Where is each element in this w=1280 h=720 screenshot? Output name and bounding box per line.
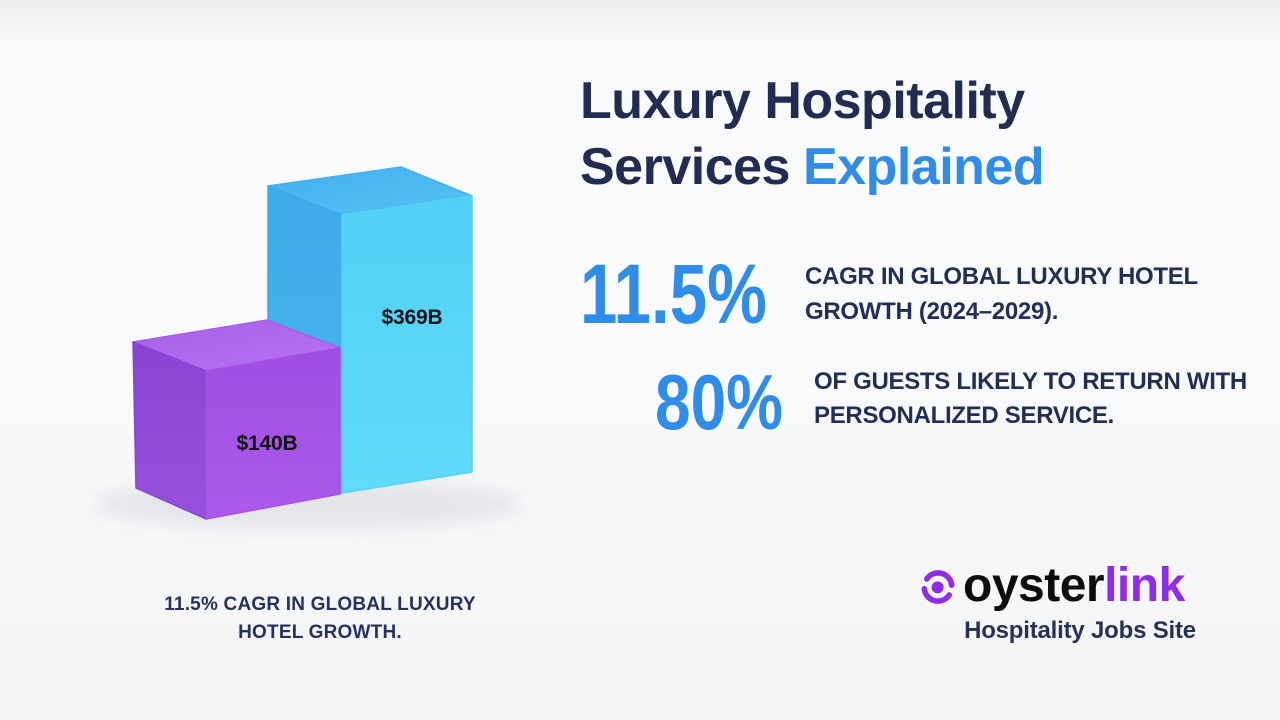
bar-value-label-large: $369B — [381, 306, 443, 329]
stat-value-guests: 80% — [655, 358, 784, 446]
brand-name-accent: link — [1104, 559, 1185, 612]
brand-name-dark: oyster — [963, 559, 1105, 612]
pearl-swirl-icon — [921, 570, 955, 604]
page-title-line2: Services Explained — [580, 134, 1045, 200]
chart-bar-small — [132, 319, 341, 520]
chart-caption: 11.5% CAGR IN GLOBAL LUXURY HOTEL GROWTH… — [164, 594, 476, 643]
stat-description-guests: OF GUESTS LIKELY TO RETURN WITH PERSONAL… — [814, 368, 1247, 429]
bar-value-label-small: $140B — [236, 432, 298, 455]
page-title: Luxury Hospitality Services Explained — [580, 68, 1045, 200]
stat-value-cagr: 11.5% — [580, 247, 767, 341]
brand-logo: oysterlink — [963, 562, 1185, 610]
page-title-line2-accent: Explained — [802, 138, 1045, 196]
brand-tagline: Hospitality Jobs Site — [964, 617, 1196, 644]
bar-chart — [93, 166, 523, 530]
page-title-line2-dark: Services — [580, 138, 790, 196]
page-title-line1: Luxury Hospitality — [580, 72, 1025, 130]
stat-description-cagr: CAGR IN GLOBAL LUXURY HOTEL GROWTH (2024… — [805, 263, 1198, 325]
